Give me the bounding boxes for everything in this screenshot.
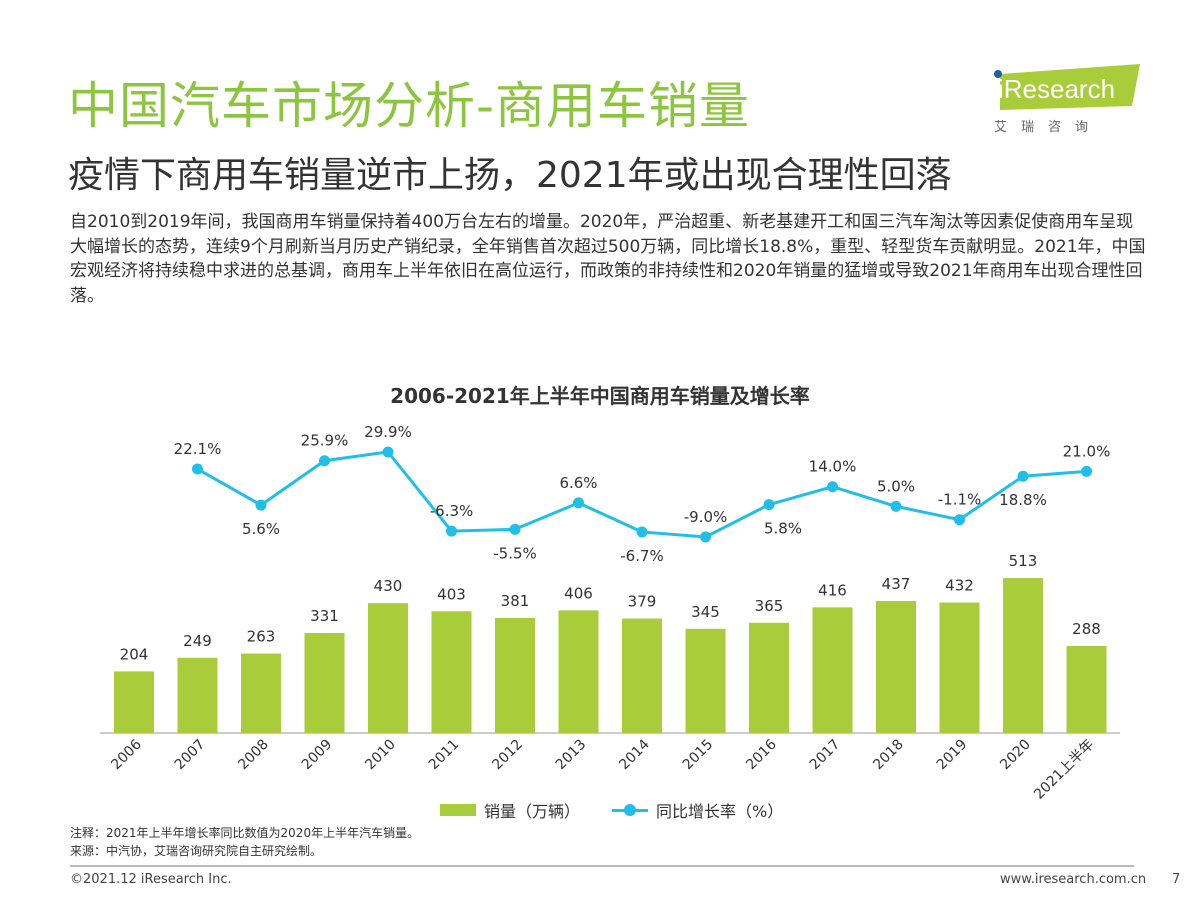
growth-point	[700, 531, 711, 543]
growth-point	[382, 446, 394, 458]
x-tick-label: 2018	[870, 737, 907, 774]
x-tick-label: 2015	[680, 737, 717, 774]
x-tick-label: 2008	[235, 737, 272, 774]
x-tick-label: 2009	[299, 737, 336, 774]
bar	[876, 601, 916, 733]
growth-point	[573, 497, 584, 509]
growth-value-label: 29.9%	[364, 423, 412, 441]
x-tick-label: 2007	[172, 737, 209, 774]
x-tick-label: 2017	[807, 737, 844, 774]
bar	[114, 671, 154, 733]
x-tick-label: 2014	[616, 736, 653, 773]
growth-point	[763, 499, 775, 511]
bar-value-label: 379	[628, 593, 657, 611]
svg-text:iResearch: iResearch	[998, 74, 1115, 104]
legend-line-swatch	[612, 803, 649, 816]
growth-value-label: 22.1%	[174, 440, 222, 458]
chart-title: 2006-2021年上半年中国商用车销量及增长率	[390, 384, 810, 408]
growth-value-label: 5.0%	[877, 477, 915, 495]
website-link[interactable]: www.iresearch.com.cn	[1000, 872, 1147, 887]
body-text: 自2010到2019年间，我国商用车销量保持着400万台左右的增量。2020年，…	[70, 212, 1146, 306]
bar	[685, 628, 726, 733]
x-tick-label: 2013	[553, 737, 590, 774]
growth-point	[509, 523, 521, 535]
bar-value-label: 416	[818, 581, 847, 599]
bar-value-label: 381	[501, 592, 530, 610]
logo-chinese: 艾瑞咨询	[994, 120, 1103, 135]
x-tick-label: 2020	[997, 737, 1034, 774]
bar-value-label: 288	[1072, 620, 1101, 638]
x-tick-label: 2021上半年	[1031, 737, 1097, 803]
bar-value-label: 249	[183, 632, 212, 650]
page-number: 7	[1172, 872, 1181, 887]
legend: 销量（万辆） 同比增长率（%）	[440, 798, 783, 822]
legend-bar-label: 销量（万辆）	[484, 802, 581, 821]
bar-value-label: 513	[1009, 552, 1038, 570]
growth-value-label: -1.1%	[938, 491, 982, 509]
x-tick-label: 2016	[743, 736, 780, 773]
chart-source: 来源：中汽协，艾瑞咨询研究院自主研究绘制。	[70, 844, 323, 858]
legend-bar-swatch	[440, 804, 476, 816]
page-title: 中国汽车市场分析-商用车销量	[68, 77, 751, 135]
growth-value-label: -9.0%	[684, 508, 728, 526]
bar-value-label: 430	[374, 577, 403, 595]
bar	[1003, 578, 1043, 733]
bar-value-label: 432	[945, 577, 974, 595]
bar	[558, 610, 599, 733]
bar-value-label: 365	[755, 597, 784, 615]
growth-value-label: -6.7%	[620, 547, 664, 565]
growth-point	[1081, 465, 1092, 477]
bar	[304, 633, 345, 733]
growth-point	[954, 514, 965, 526]
bar	[241, 653, 281, 733]
x-tick-label: 2019	[934, 737, 971, 774]
x-tick-label: 2011	[426, 737, 463, 774]
growth-point	[319, 455, 330, 467]
growth-value-label: 14.0%	[809, 458, 857, 476]
page-subtitle: 疫情下商用车销量逆市上扬，2021年或出现合理性回落	[68, 155, 952, 196]
legend-line-label: 同比增长率（%）	[656, 802, 784, 821]
bar	[1066, 646, 1107, 733]
growth-value-label: 5.8%	[764, 520, 802, 538]
iresearch-logo: iResearch	[994, 64, 1140, 110]
growth-value-label: 25.9%	[301, 432, 349, 450]
bar-value-label: 403	[437, 585, 466, 603]
bar	[495, 617, 535, 733]
growth-value-label: 21.0%	[1063, 442, 1111, 460]
bar	[368, 603, 408, 733]
growth-value-label: -6.3%	[430, 502, 474, 520]
bar-value-label: 406	[564, 584, 593, 602]
bar	[177, 657, 218, 733]
chart-note: 注释：2021年上半年增长率同比数值为2020年上半年汽车销量。	[70, 826, 420, 840]
growth-point	[255, 499, 267, 511]
x-tick-label: 2010	[362, 737, 399, 774]
bar-value-label: 204	[120, 645, 149, 663]
growth-value-label: 18.8%	[999, 491, 1047, 509]
growth-point	[446, 525, 457, 537]
growth-point	[1017, 470, 1029, 482]
growth-point	[890, 500, 902, 512]
bar	[431, 611, 472, 733]
growth-point	[827, 481, 838, 493]
bar	[622, 618, 662, 733]
growth-value-label: -5.5%	[493, 544, 537, 562]
bar-value-label: 263	[247, 628, 276, 646]
x-tick-label: 2006	[108, 736, 145, 773]
bar-value-label: 437	[882, 575, 911, 593]
copyright: ©2021.12 iResearch Inc.	[70, 872, 232, 887]
bar-value-label: 331	[310, 607, 339, 625]
growth-point	[192, 463, 203, 475]
growth-value-label: 5.6%	[242, 520, 280, 538]
bar-value-label: 345	[691, 603, 720, 621]
bar	[812, 607, 853, 733]
growth-point	[636, 526, 648, 538]
bar	[749, 622, 789, 733]
x-tick-label: 2012	[489, 737, 526, 774]
footer-divider	[70, 865, 1134, 867]
bar	[939, 602, 980, 733]
growth-value-label: 6.6%	[559, 474, 597, 492]
